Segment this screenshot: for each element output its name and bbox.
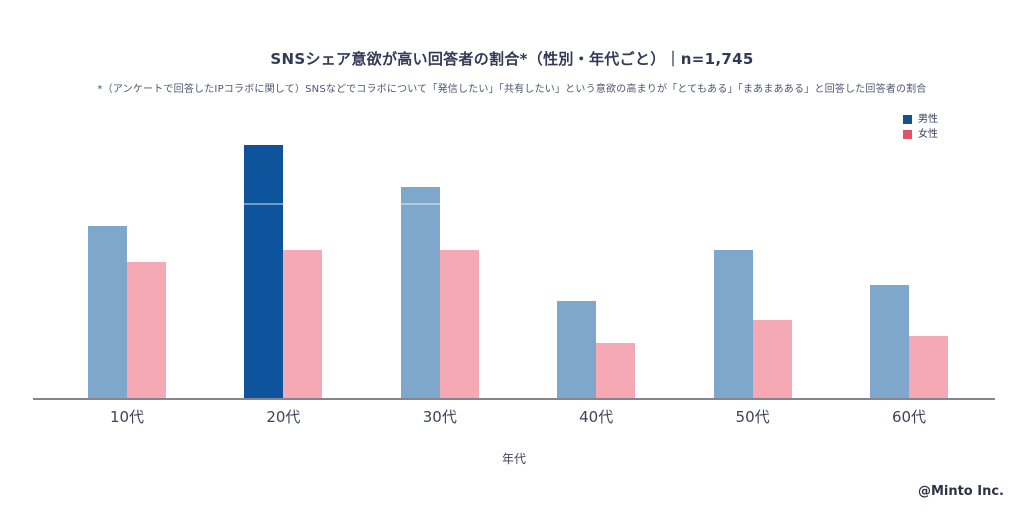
bar-female-30代	[439, 249, 479, 398]
faint-gridline	[33, 203, 995, 205]
chart-subtitle: *（アンケートで回答したIPコラボに関して）SNSなどでコラボについて「発信した…	[97, 84, 927, 95]
bar-male-10代	[88, 226, 127, 398]
bar-female-20代	[283, 249, 323, 398]
legend-swatch-male-icon	[903, 115, 912, 124]
x-tick-60代: 60代	[891, 408, 927, 426]
x-tick-20代: 20代	[266, 408, 301, 426]
x-tick-50代: 50代	[735, 408, 770, 426]
bar-female-50代	[752, 320, 792, 398]
credit-text: @Minto Inc.	[917, 484, 1004, 499]
bar-female-10代	[127, 261, 166, 398]
bar-male-50代	[713, 249, 753, 398]
bar-female-40代	[596, 343, 636, 398]
x-axis-line	[33, 398, 995, 400]
legend: 男性 女性	[903, 112, 938, 142]
x-tick-30代: 30代	[422, 408, 457, 426]
legend-swatch-female-icon	[903, 130, 912, 139]
chart-title: SNSシェア意欲が高い回答者の割合*（性別・年代ごと）｜n=1,745	[270, 50, 754, 68]
legend-item-female: 女性	[903, 127, 938, 142]
legend-label-male: 男性	[918, 113, 938, 125]
legend-label-female: 女性	[918, 128, 938, 140]
bar-male-60代	[870, 284, 909, 398]
x-tick-10代: 10代	[109, 408, 145, 426]
bar-male-40代	[557, 300, 597, 398]
x-tick-40代: 40代	[579, 408, 614, 426]
bar-male-20代	[244, 144, 284, 398]
legend-item-male: 男性	[903, 112, 938, 127]
bar-male-30代	[400, 187, 440, 398]
bar-female-60代	[909, 335, 948, 398]
x-axis-label: 年代	[501, 452, 526, 466]
